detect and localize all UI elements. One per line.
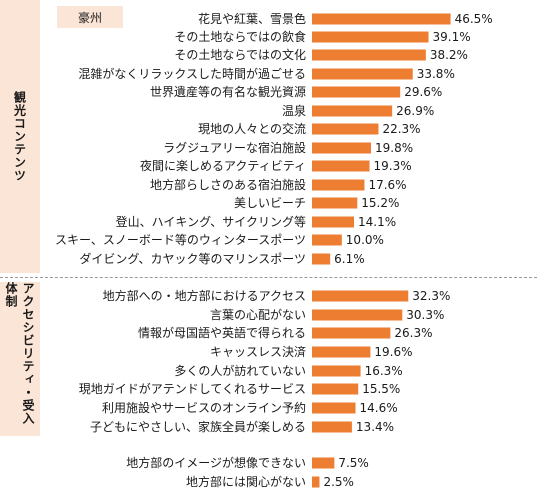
value-label: 26.9% (396, 104, 434, 118)
category-label: 子どもにやさしい、家族全員が楽しめる (90, 419, 306, 434)
category-label: 夜間に楽しめるアクティビティ (140, 158, 306, 173)
value-label: 2.5% (323, 475, 354, 489)
bar (312, 197, 358, 209)
value-label: 19.6% (374, 345, 412, 359)
bar (312, 253, 331, 265)
section-bg-access (0, 282, 40, 436)
bar (312, 383, 359, 395)
bar (312, 142, 372, 154)
value-label: 30.3% (406, 308, 444, 322)
section-label-tourism: 観光コンテンツ (12, 91, 27, 182)
value-label: 19.8% (375, 141, 413, 155)
value-label: 22.3% (382, 122, 420, 136)
bar (312, 179, 365, 191)
value-label: 14.6% (360, 401, 398, 415)
bar (312, 123, 379, 135)
category-label: 利用施設やサービスのオンライン予約 (102, 400, 306, 415)
category-label: その土地ならではの飲食 (174, 29, 306, 44)
category-label: 混雑がなくリラックスした時間が過ごせる (78, 66, 306, 81)
category-label: 言葉の心配がない (210, 307, 306, 322)
legend: 豪州 (57, 6, 123, 28)
value-label: 19.3% (374, 159, 412, 173)
section-divider (0, 277, 537, 278)
value-label: 7.5% (338, 456, 369, 470)
category-label: 花見や紅葉、雪景色 (198, 11, 306, 26)
value-label: 33.8% (417, 67, 455, 81)
value-label: 17.6% (368, 178, 406, 192)
bar (312, 68, 413, 80)
bar (312, 402, 356, 414)
value-label: 38.2% (430, 48, 468, 62)
value-label: 26.3% (394, 326, 432, 340)
value-label: 39.1% (433, 30, 471, 44)
section-bg-tourism (0, 0, 40, 273)
category-label: 地方部には関心がない (186, 474, 306, 489)
bar (312, 476, 320, 488)
category-label: 美しいビーチ (234, 196, 306, 210)
bar (312, 346, 371, 358)
value-label: 32.3% (412, 289, 450, 303)
bar (312, 105, 393, 117)
section-label-access: アクセシビリティ・受入体制 (4, 282, 35, 425)
bar (312, 365, 361, 377)
bar (312, 216, 355, 228)
value-label: 29.6% (404, 85, 442, 99)
value-label: 10.0% (346, 233, 384, 247)
category-label: スキー、スノーボード等のウィンタースポーツ (55, 233, 306, 247)
category-label: 地方部らしさのある宿泊施設 (150, 177, 306, 192)
bar (312, 49, 426, 61)
category-label: 温泉 (282, 104, 306, 118)
bar (312, 327, 391, 339)
category-label: ラグジュアリーな宿泊施設 (163, 140, 306, 155)
value-label: 14.1% (358, 215, 396, 229)
value-label: 46.5% (455, 12, 493, 26)
category-label: キャッスレス決済 (210, 344, 306, 359)
category-label: その土地ならではの文化 (174, 47, 306, 62)
category-label: 現地ガイドがアテンドしてくれるサービス (79, 381, 306, 396)
category-label: 世界遺産等の有名な観光資源 (150, 84, 306, 99)
category-label: 地方部への・地方部におけるアクセス (103, 288, 306, 303)
category-label: ダイビング、カヤック等のマリンスポーツ (79, 251, 306, 266)
bar (312, 86, 401, 98)
value-label: 6.1% (334, 252, 365, 266)
value-label: 15.2% (361, 196, 399, 210)
category-label: 現地の人々との交流 (198, 121, 306, 136)
bar (312, 290, 409, 302)
bar (312, 457, 335, 469)
category-label: 多くの人が訪れていない (174, 363, 306, 378)
value-label: 16.3% (365, 364, 403, 378)
value-label: 13.4% (356, 420, 394, 434)
category-label: 地方部のイメージが想像できない (126, 455, 306, 470)
bar (312, 421, 352, 433)
bar (312, 13, 451, 25)
bar (312, 309, 403, 321)
category-label: 情報が母国語や英語で得られる (138, 325, 306, 340)
bar (312, 234, 342, 246)
value-label: 15.5% (362, 382, 400, 396)
category-label: 登山、ハイキング、サイクリング等 (116, 214, 306, 229)
bar (312, 31, 429, 43)
legend-series-label: 豪州 (77, 10, 102, 25)
bar (312, 160, 370, 172)
